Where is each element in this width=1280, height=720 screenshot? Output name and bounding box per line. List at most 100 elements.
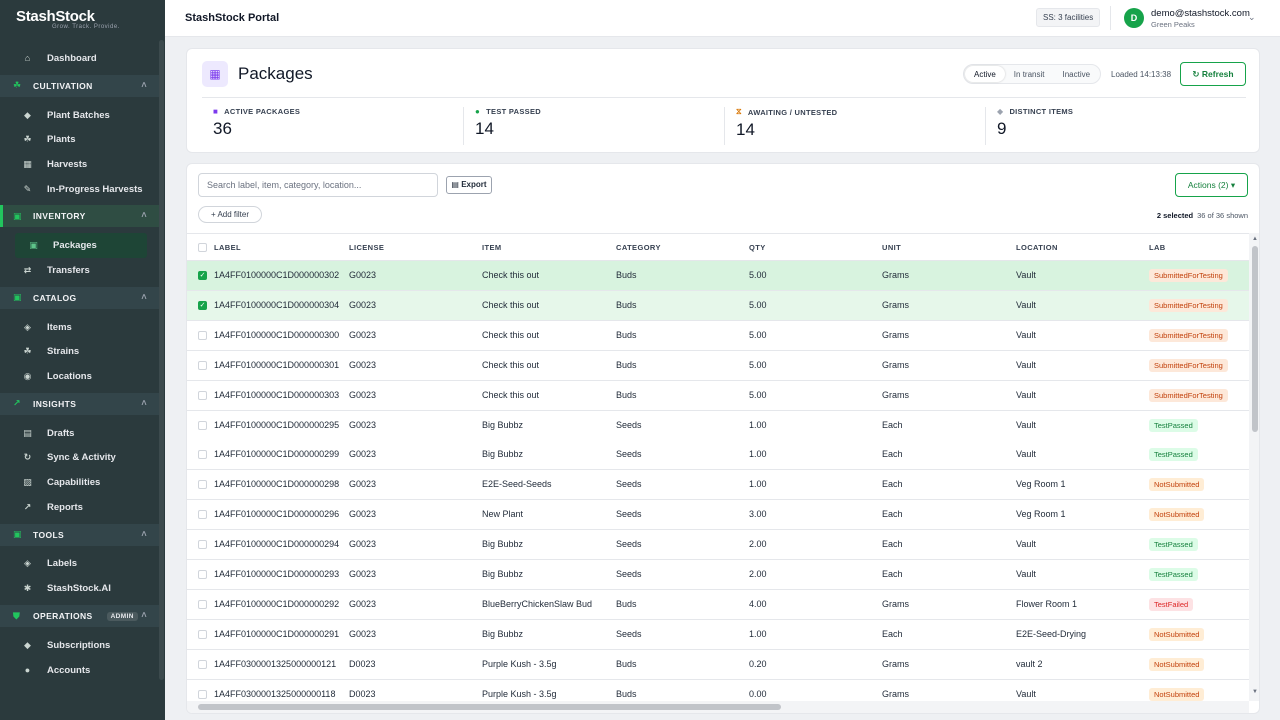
user-email[interactable]: demo@stashstock.com xyxy=(1151,8,1250,19)
vertical-scroll-thumb[interactable] xyxy=(1252,246,1258,432)
row-checkbox[interactable] xyxy=(198,450,207,460)
row-checkbox[interactable] xyxy=(198,390,207,400)
table-row[interactable]: 1A4FF0100000C1D000000303 G0023 Check this … xyxy=(187,380,1249,411)
row-checkbox[interactable] xyxy=(198,360,207,370)
row-checkbox[interactable] xyxy=(198,570,207,579)
chevron-up-icon[interactable]: ˄ xyxy=(141,397,147,408)
sidebar-section-insights[interactable]: ↗ INSIGHTS ˄ xyxy=(0,392,159,415)
sidebar-item-plant-batches[interactable]: ◆ Plant Batches xyxy=(0,103,165,128)
sidebar-item-harvests[interactable]: ▦ Harvests xyxy=(0,152,165,177)
table-row[interactable]: 1A4FF0300001325000000121 D0023 Purple Kush… xyxy=(187,649,1249,680)
column-header-location[interactable]: LOCATION xyxy=(1016,243,1058,252)
add-filter-button[interactable]: + Add filter xyxy=(198,206,262,223)
sidebar-section-label: INSIGHTS xyxy=(33,398,77,409)
sidebar-section-operations[interactable]: ⛊ OPERATIONS ADMIN ˄ xyxy=(0,605,159,627)
brand-logo[interactable]: StashStock Grow. Track. Provide. xyxy=(0,0,165,38)
row-checkbox[interactable] xyxy=(198,599,207,609)
chevron-up-icon[interactable]: ˄ xyxy=(141,528,147,539)
filter-inactive[interactable]: Inactive xyxy=(1062,70,1091,79)
table-row[interactable]: 1A4FF0100000C1D000000296 G0023 New Plant Se… xyxy=(187,500,1249,531)
export-button[interactable]: ▤ Export xyxy=(446,176,492,194)
table-row[interactable]: 1A4FF0300001325000000118 D0023 Purple Kush… xyxy=(187,679,1249,701)
sidebar-item-drafts[interactable]: ▤ Drafts xyxy=(0,421,165,446)
cell-qty: 2.00 xyxy=(749,539,767,550)
row-checkbox[interactable] xyxy=(198,420,207,430)
sidebar-item-locations[interactable]: ◉ Locations xyxy=(0,364,165,389)
book-icon: ▣ xyxy=(13,292,22,303)
sidebar-item-subscriptions[interactable]: ◆ Subscriptions xyxy=(0,633,165,658)
sidebar-item-strains[interactable]: ☘ Strains xyxy=(0,340,165,365)
column-header-unit[interactable]: UNIT xyxy=(882,243,902,252)
refresh-button[interactable]: ↻ Refresh xyxy=(1180,62,1246,86)
sidebar-item-transfers[interactable]: ⇄ Transfers xyxy=(0,258,165,283)
chevron-down-icon[interactable]: ⌄ xyxy=(1248,12,1256,22)
column-header-qty[interactable]: QTY xyxy=(749,243,766,252)
sidebar-item-stashstock-ai[interactable]: ✱ StashStock.AI xyxy=(0,576,165,601)
table-row[interactable]: 1A4FF0100000C1D000000299 G0023 Big Bubbz Se… xyxy=(187,440,1249,471)
topbar-divider xyxy=(1110,6,1111,30)
sidebar-item-dashboard[interactable]: ⌂ Dashboard xyxy=(0,46,165,71)
table-horizontal-scrollbar[interactable] xyxy=(187,701,1249,713)
cell-unit: Each xyxy=(882,419,903,430)
table-row[interactable]: 1A4FF0100000C1D000000300 G0023 Check this … xyxy=(187,320,1249,351)
table-row[interactable]: ✓ 1A4FF0100000C1D000000304 G0023 Check this… xyxy=(187,290,1249,321)
chevron-up-icon[interactable]: ˄ xyxy=(141,610,147,620)
row-checkbox[interactable] xyxy=(198,540,207,550)
cell-qty: 1.00 xyxy=(749,479,767,490)
row-checkbox[interactable] xyxy=(198,659,207,669)
facilities-badge[interactable]: SS: 3 facilities xyxy=(1036,8,1101,27)
chevron-up-icon[interactable]: ˄ xyxy=(141,79,147,90)
sidebar-item-plants[interactable]: ☘ Plants xyxy=(0,127,165,152)
actions-button[interactable]: Actions (2) ▾ xyxy=(1175,173,1248,197)
scroll-down-icon[interactable]: ▼ xyxy=(1252,689,1258,695)
filter-in-transit[interactable]: In transit xyxy=(1013,70,1045,79)
row-checkbox[interactable] xyxy=(198,330,207,340)
chevron-up-icon[interactable]: ˄ xyxy=(141,291,147,302)
sidebar-item-items[interactable]: ◈ Items xyxy=(0,315,165,340)
table-row[interactable]: 1A4FF0100000C1D000000295 G0023 Big Bubbz Se… xyxy=(187,410,1249,441)
sidebar-item-sync-activity[interactable]: ↻ Sync & Activity xyxy=(0,446,165,471)
cell-category: Buds xyxy=(616,688,637,699)
table-row[interactable]: 1A4FF0100000C1D000000294 G0023 Big Bubbz Se… xyxy=(187,530,1249,561)
avatar[interactable]: D xyxy=(1124,8,1144,28)
sidebar-section-label: CATALOG xyxy=(33,292,77,303)
row-checkbox[interactable] xyxy=(198,689,207,699)
table-row[interactable]: 1A4FF0100000C1D000000291 G0023 Big Bubbz Se… xyxy=(187,619,1249,650)
column-header-item[interactable]: ITEM xyxy=(482,243,502,252)
sidebar-section-tools[interactable]: ▣ TOOLS ˄ xyxy=(0,523,159,546)
sidebar-scrollbar[interactable] xyxy=(159,40,164,680)
filter-active[interactable]: Active xyxy=(965,66,1005,82)
sidebar-item-packages[interactable]: ▣ Packages xyxy=(15,233,147,259)
cell-location: Veg Room 1 xyxy=(1016,479,1066,490)
cell-location: Veg Room 1 xyxy=(1016,509,1066,520)
row-checkbox[interactable] xyxy=(198,629,207,639)
column-header-category[interactable]: CATEGORY xyxy=(616,243,661,252)
column-header-label[interactable]: LABEL xyxy=(214,243,241,252)
table-row[interactable]: ✓ 1A4FF0100000C1D000000302 G0023 Check this… xyxy=(187,261,1249,291)
horizontal-scroll-thumb[interactable] xyxy=(198,704,781,710)
scroll-up-icon[interactable]: ▲ xyxy=(1252,236,1258,242)
sidebar-section-inventory[interactable]: ▣ INVENTORY ˄ xyxy=(0,205,159,228)
row-checkbox[interactable]: ✓ xyxy=(198,300,207,310)
column-header-license[interactable]: LICENSE xyxy=(349,243,385,252)
row-checkbox[interactable] xyxy=(198,480,207,490)
sidebar-section-cultivation[interactable]: ☘ CULTIVATION ˄ xyxy=(0,74,159,97)
sidebar-item-in-progress-harvests[interactable]: ✎ In-Progress Harvests xyxy=(0,177,165,202)
column-header-lab[interactable]: LAB xyxy=(1149,243,1166,252)
sidebar-section-catalog[interactable]: ▣ CATALOG ˄ xyxy=(0,286,159,309)
table-vertical-scrollbar[interactable]: ▲ ▼ xyxy=(1249,233,1259,701)
search-input[interactable]: Search label, item, category, location..… xyxy=(198,173,438,197)
table-row[interactable]: 1A4FF0100000C1D000000298 G0023 E2E-Seed-Se… xyxy=(187,470,1249,501)
sidebar-item-labels[interactable]: ◈ Labels xyxy=(0,552,165,577)
cell-qty: 1.00 xyxy=(749,628,767,639)
sidebar-item-accounts[interactable]: ● Accounts xyxy=(0,658,165,683)
row-checkbox[interactable] xyxy=(198,510,207,520)
chevron-up-icon[interactable]: ˄ xyxy=(141,210,147,221)
table-row[interactable]: 1A4FF0100000C1D000000293 G0023 Big Bubbz Se… xyxy=(187,560,1249,590)
table-row[interactable]: 1A4FF0100000C1D000000292 G0023 BlueBerryCh… xyxy=(187,589,1249,620)
sidebar-item-reports[interactable]: ↗ Reports xyxy=(0,495,165,520)
sidebar-item-capabilities[interactable]: ▨ Capabilities xyxy=(0,470,165,495)
row-checkbox[interactable]: ✓ xyxy=(198,271,207,280)
select-all-checkbox[interactable] xyxy=(198,243,207,252)
table-row[interactable]: 1A4FF0100000C1D000000301 G0023 Check this … xyxy=(187,350,1249,381)
